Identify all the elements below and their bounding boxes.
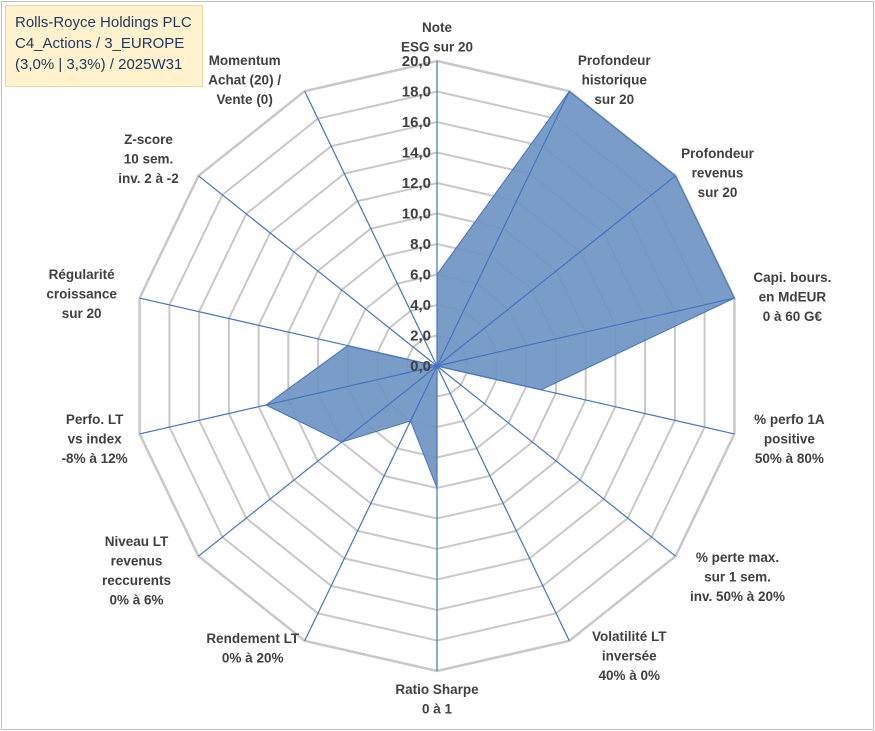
axis-tick-label: 4,0 [410,297,431,314]
category-label: Z-score 10 sem. inv. 2 à -2 [118,132,179,186]
axis-spoke [139,297,438,367]
category-label: Profondeur revenus sur 20 [681,146,754,200]
category-label: % perfo 1A positive 50% à 80% [754,412,825,466]
category-label: Profondeur historique sur 20 [578,53,651,107]
axis-tick-label: 6,0 [410,267,431,284]
axis-tick-label: 0,0 [410,358,431,375]
category-label: Volatilité LT inversée 40% à 0% [592,629,667,683]
chart-title-box: Rolls-Royce Holdings PLC C4_Actions / 3_… [5,5,203,87]
category-label: Capi. bours. en MdEUR 0 à 60 G€ [753,270,831,324]
category-label: Régularité croissance sur 20 [46,267,117,321]
title-line-weights: (3,0% | 3,3%) / 2025W31 [15,56,183,73]
category-label: Momentum Achat (20) / Vente (0) [208,53,281,107]
title-line-company: Rolls-Royce Holdings PLC [15,14,192,31]
axis-tick-label: 18,0 [402,84,431,101]
axis-tick-label: 12,0 [402,175,431,192]
axis-spoke [436,90,570,367]
axis-tick-label: 2,0 [410,328,431,345]
category-label: % perte max. sur 1 sem. inv. 50% à 20% [690,550,785,604]
radar-tick-labels: 0,0 2,0 4,0 6,0 8,0 10,0 12,0 14,0 16,0 18,0 20,0 [402,53,431,375]
axis-tick-label: 10,0 [402,206,431,223]
axis-spoke [436,365,676,557]
axis-spoke [436,365,735,435]
axis-tick-label: 14,0 [402,145,431,162]
axis-spoke [436,175,676,367]
radar-category-labels: Note ESG sur 20 Profondeur historique sur 20… [46,20,831,717]
axis-tick-label: 16,0 [402,114,431,131]
axis-spoke [304,365,438,642]
axis-spoke [304,90,438,367]
category-label: Ratio Sharpe 0 à 1 [395,682,479,717]
category-label: Note ESG sur 20 [401,20,473,55]
axis-spoke [198,175,438,367]
category-label: Niveau LT revenus reccurents 0% à 6% [102,534,171,608]
axis-spoke [436,297,735,367]
axis-tick-label: 8,0 [410,236,431,253]
radar-spokes [139,61,735,671]
title-line-category: C4_Actions / 3_EUROPE [15,35,185,52]
axis-spoke [436,365,570,642]
axis-spoke [198,365,438,557]
category-label: Perfo. LT vs index -8% à 12% [62,412,128,466]
category-label: Rendement LT 0% à 20% [206,631,300,666]
axis-tick-label: 20,0 [402,53,431,70]
axis-spoke [139,365,438,435]
